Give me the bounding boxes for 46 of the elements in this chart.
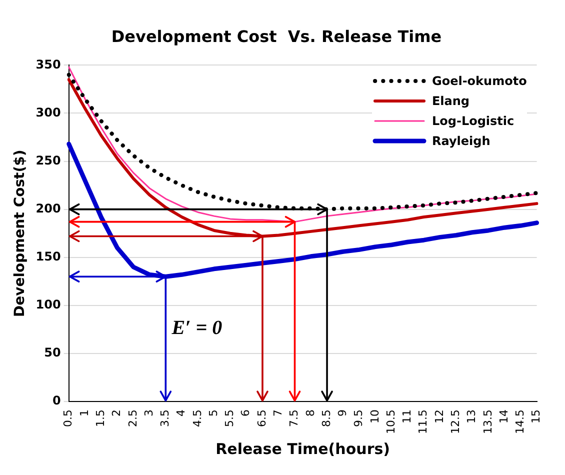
x-tick-label: 6.5 bbox=[255, 410, 268, 428]
x-tick-label: 1.5 bbox=[94, 410, 107, 428]
y-tick-label: 100 bbox=[36, 298, 61, 312]
x-axis-title: Release Time(hours) bbox=[216, 440, 390, 458]
x-tick-label: 4.5 bbox=[190, 410, 204, 428]
x-tick-label: 4 bbox=[174, 410, 188, 417]
x-tick-label: 9.5 bbox=[352, 410, 366, 428]
x-tick-label: 14.5 bbox=[514, 410, 527, 434]
x-tick-label: 9 bbox=[336, 410, 350, 417]
legend-label: Rayleigh bbox=[432, 134, 490, 148]
x-tick-label: 5 bbox=[206, 410, 220, 417]
x-tick-label: 2 bbox=[110, 410, 124, 417]
x-tick-label: 2.5 bbox=[126, 410, 140, 428]
legend-label: Log-Logistic bbox=[432, 114, 514, 128]
x-tick-label: 7.5 bbox=[288, 410, 301, 428]
x-tick-label: 8.5 bbox=[320, 410, 333, 428]
legend-label: Elang bbox=[432, 94, 470, 108]
x-tick-label: 10.5 bbox=[384, 410, 398, 434]
x-tick-label: 8 bbox=[304, 410, 317, 417]
x-tick-label: 5.5 bbox=[223, 410, 236, 428]
y-tick-label: 350 bbox=[36, 57, 61, 72]
y-tick-label: 150 bbox=[36, 250, 61, 264]
x-tick-label: 11.5 bbox=[416, 410, 430, 434]
x-tick-label: 14 bbox=[497, 410, 510, 424]
y-axis-title: Development Cost($) bbox=[12, 150, 28, 317]
x-tick-label: 6 bbox=[239, 410, 252, 417]
x-tick-label: 7 bbox=[271, 410, 284, 417]
annotation: E′ = 0 bbox=[170, 317, 222, 340]
x-tick-label: 1 bbox=[78, 410, 91, 417]
x-tick-label: 13.5 bbox=[481, 410, 494, 434]
x-tick-label: 11 bbox=[400, 410, 414, 424]
x-tick-label: 3 bbox=[142, 410, 156, 417]
legend-label: Goel-okumoto bbox=[432, 74, 527, 88]
y-tick-label: 200 bbox=[36, 201, 61, 216]
x-tick-label: 0.5 bbox=[62, 410, 75, 428]
x-tick-label: 10 bbox=[368, 410, 382, 424]
x-tick-label: 12 bbox=[432, 410, 446, 424]
chart-title: Development Cost Vs. Release Time bbox=[111, 26, 442, 46]
x-tick-label: 3.5 bbox=[158, 410, 172, 428]
x-tick-label: 13 bbox=[465, 410, 478, 424]
x-tick-label: 15 bbox=[530, 410, 543, 424]
y-tick-label: 0 bbox=[52, 394, 61, 408]
y-tick-label: 250 bbox=[36, 153, 61, 168]
y-tick-label: 50 bbox=[44, 346, 61, 360]
x-tick-label: 12.5 bbox=[448, 410, 462, 434]
y-tick-label: 300 bbox=[36, 105, 61, 120]
